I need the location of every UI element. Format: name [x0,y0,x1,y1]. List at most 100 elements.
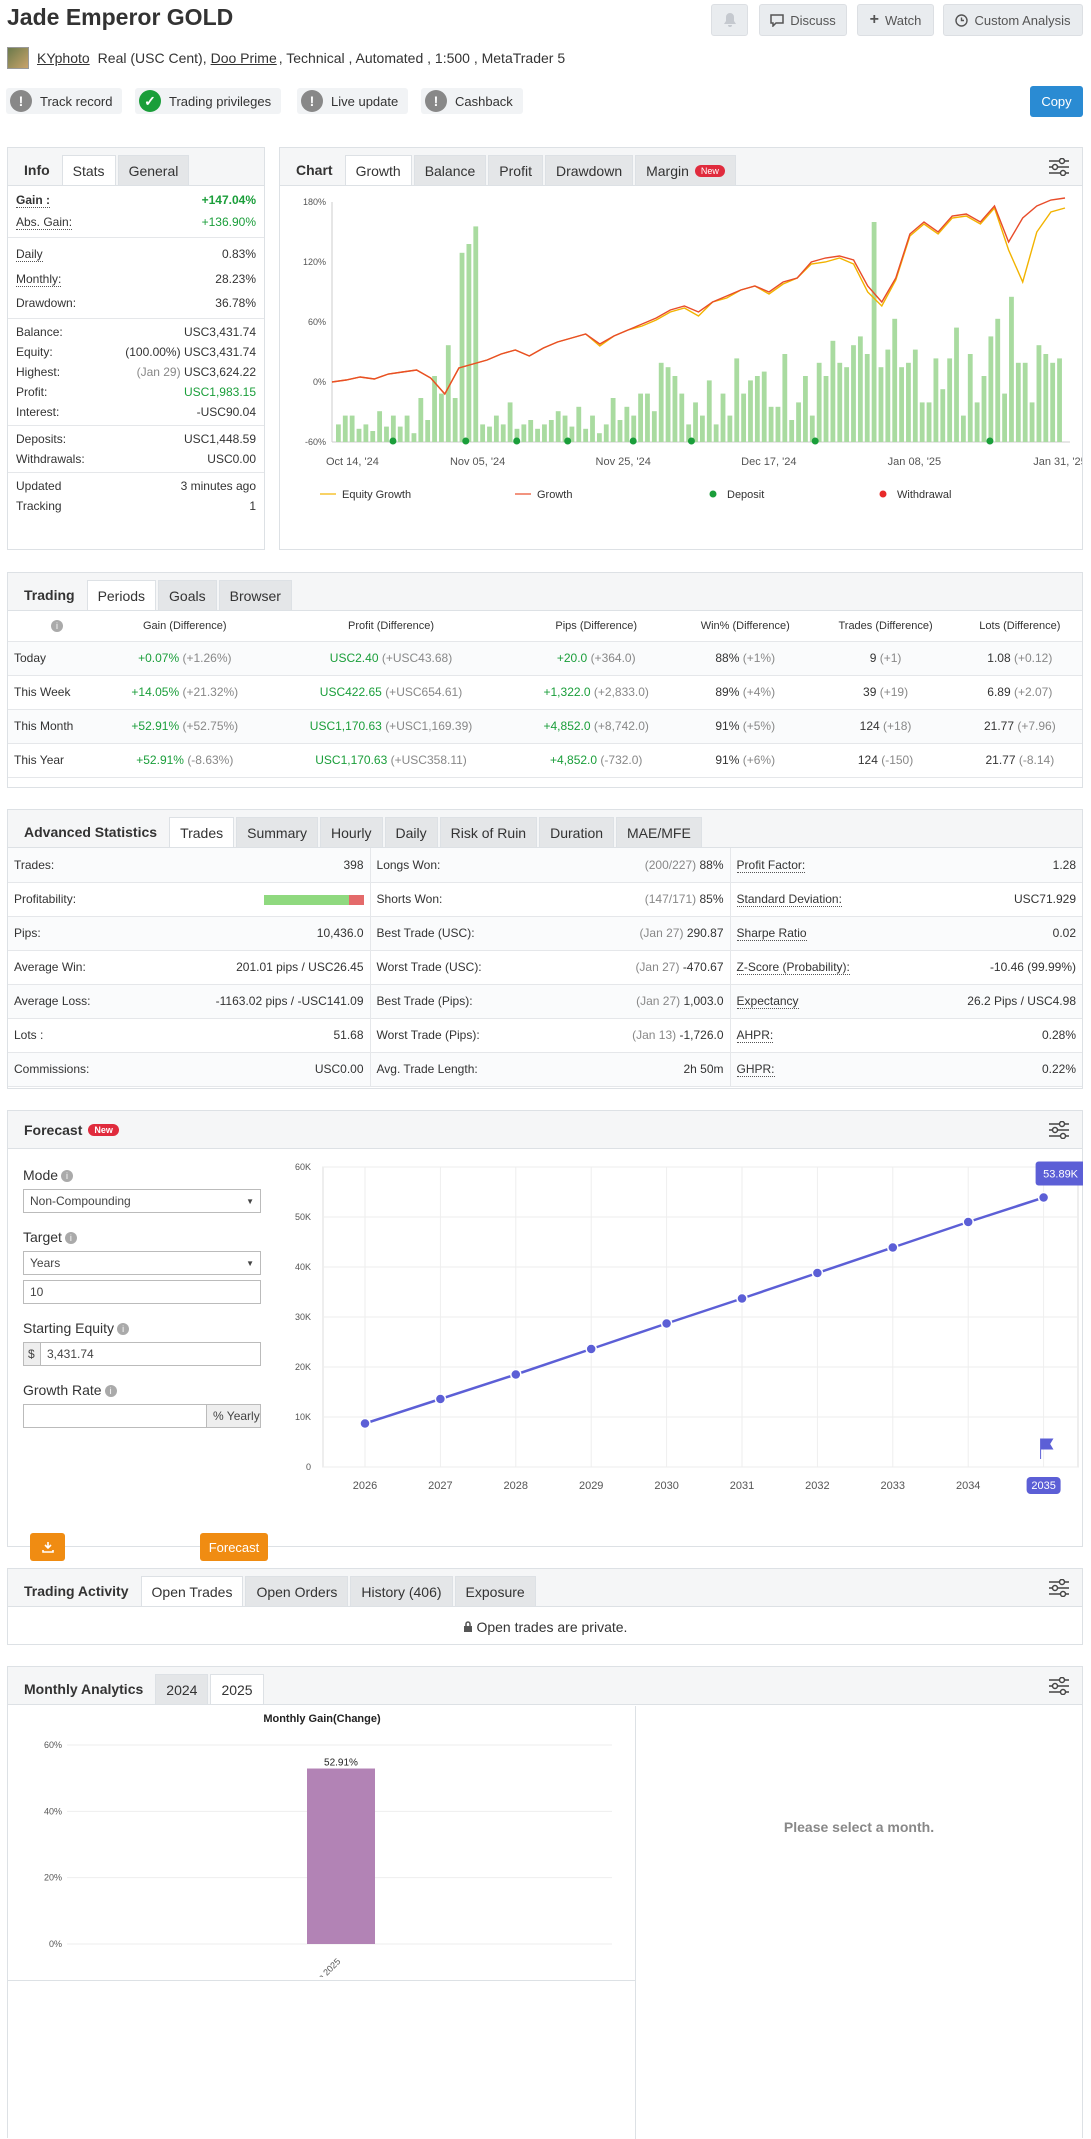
tab-daily[interactable]: Daily [384,817,438,847]
tab-margin[interactable]: Margin New [635,155,736,185]
settings-sliders-icon[interactable] [1048,158,1070,176]
stat-label[interactable]: Standard Deviation: [736,892,842,907]
info-icon[interactable]: i [51,619,63,632]
tab-balance[interactable]: Balance [413,155,487,185]
stat-label: Commissions: [8,1052,208,1087]
stat-label[interactable]: Profit Factor: [736,857,806,873]
equity-note: (100.00%) [125,345,181,359]
cell-diff: (-150) [881,753,914,767]
stat-value: -10.46 (99.99%) [960,950,1082,985]
info-icon[interactable]: i [104,1385,117,1398]
target-number-input[interactable]: 10 [23,1280,261,1304]
volume-bar [741,393,747,442]
tab-goals[interactable]: Goals [158,580,217,610]
tab-stats[interactable]: Stats [61,155,116,185]
tab-2025[interactable]: 2025 [210,1674,264,1704]
col-win: Win% (Difference) [677,611,814,642]
y-tick-label: 10K [295,1412,311,1422]
tab-hourly[interactable]: Hourly [320,817,383,847]
badge-cashback[interactable]: ! Cashback [421,88,523,114]
settings-sliders-icon[interactable] [1048,1121,1070,1139]
stat-label[interactable]: Sharpe Ratio [736,926,807,941]
divider [635,1706,636,2139]
tab-duration[interactable]: Duration [539,817,615,847]
settings-sliders-icon[interactable] [1048,1579,1070,1597]
badge-track-record[interactable]: ! Track record [6,88,123,114]
starting-equity-input[interactable]: 3,431.74 [41,1342,261,1366]
cell-value: 124 [859,719,880,733]
legend-label: Growth [537,489,572,501]
tab-trades[interactable]: Trades [169,817,235,847]
author-link[interactable]: KYphoto [37,50,90,66]
tab-risk-of-ruin[interactable]: Risk of Ruin [439,817,538,847]
forecast-chart: 60K 50K 40K 30K 20K 10K 0 2026 2027 2028 2029 2030 2… [295,1161,1083,1494]
x-tick-label: Nov 25, '24 [596,456,651,468]
forecast-point [962,1216,974,1228]
x-tick-label: 2031 [730,1480,754,1492]
x-tick-label: 2027 [428,1480,452,1492]
deposit-marker [513,437,521,445]
target-select[interactable]: Years ▼ [23,1251,261,1275]
monthly-analytics-panel: Monthly Analytics 2024 2025 Monthly Gain… [7,1666,1083,2139]
stat-label[interactable]: Expectancy [736,994,799,1009]
tab-mae-mfe[interactable]: MAE/MFE [616,817,702,847]
stat-label: Profitability: [8,882,208,917]
forecast-button[interactable]: Forecast [200,1533,268,1561]
abs-gain-value: +136.90% [201,215,256,229]
badge-trading-privileges[interactable]: ✓ Trading privileges [135,88,282,114]
settings-sliders-icon[interactable] [1048,1677,1070,1695]
tab-2024[interactable]: 2024 [155,1674,209,1704]
copy-button[interactable]: Copy [1030,86,1083,117]
tab-trading[interactable]: Trading [24,587,75,603]
stat-label: Worst Trade (Pips): [369,1018,561,1053]
forecast-point [811,1267,824,1279]
table-row: Commissions: USC0.00 Avg. Trade Length: 2h… [8,1052,1082,1087]
stat-label[interactable]: GHPR: [736,1062,775,1077]
watch-button[interactable]: + Watch [857,4,934,36]
tab-info[interactable]: Info [24,162,50,178]
tab-profit[interactable]: Profit [488,155,543,185]
forecast-panel: Forecast New Mode i Non-Compounding ▼ Targe… [7,1110,1083,1561]
tab-exposure[interactable]: Exposure [454,1576,536,1606]
cell-value: USC1,170.63 [309,719,382,733]
download-button[interactable] [30,1533,65,1561]
growth-rate-input[interactable] [23,1404,207,1428]
tab-general[interactable]: General [117,155,190,185]
chart-header: Chart [296,162,333,178]
tab-open-trades[interactable]: Open Trades [140,1576,244,1606]
balance-label: Balance: [16,325,63,339]
stat-label[interactable]: AHPR: [736,1028,774,1043]
discuss-button[interactable]: Discuss [759,4,847,36]
volume-bar [851,345,856,442]
deposits-value: USC1,448.59 [183,432,256,446]
exclamation-icon: ! [301,90,323,112]
badge-live-update[interactable]: ! Live update [297,88,409,114]
cell-diff: (+18) [883,719,912,733]
stat-label[interactable]: Z-Score (Probability): [736,960,850,975]
tab-open-orders[interactable]: Open Orders [245,1576,349,1606]
tab-drawdown[interactable]: Drawdown [544,155,634,185]
stat-label: Best Trade (Pips): [369,984,561,1019]
col-gain: Gain (Difference) [103,611,267,642]
tab-summary[interactable]: Summary [236,817,319,847]
mode-select[interactable]: Non-Compounding ▼ [23,1189,261,1213]
volume-bar [940,389,946,442]
deposit-marker [687,437,695,445]
info-icon[interactable]: i [61,1170,74,1183]
custom-analysis-button[interactable]: Custom Analysis [943,4,1083,36]
tab-periods[interactable]: Periods [86,580,157,610]
exclamation-icon: ! [425,90,447,112]
tab-browser[interactable]: Browser [218,580,292,610]
info-icon[interactable]: i [117,1323,130,1336]
table-row: This Week +14.05% (+21.32%) USC422.65 (+US… [8,675,1082,710]
volume-bar [377,411,383,442]
notify-button[interactable] [711,4,748,36]
forecast-point [887,1241,899,1254]
info-icon[interactable]: i [64,1232,77,1245]
stat-label: Lots : [8,1018,208,1053]
tab-history[interactable]: History (406) [350,1576,453,1606]
broker-link[interactable]: Doo Prime [210,50,277,66]
avatar[interactable] [7,47,29,69]
cell-diff: (+5%) [742,719,776,733]
tab-growth[interactable]: Growth [344,155,412,185]
